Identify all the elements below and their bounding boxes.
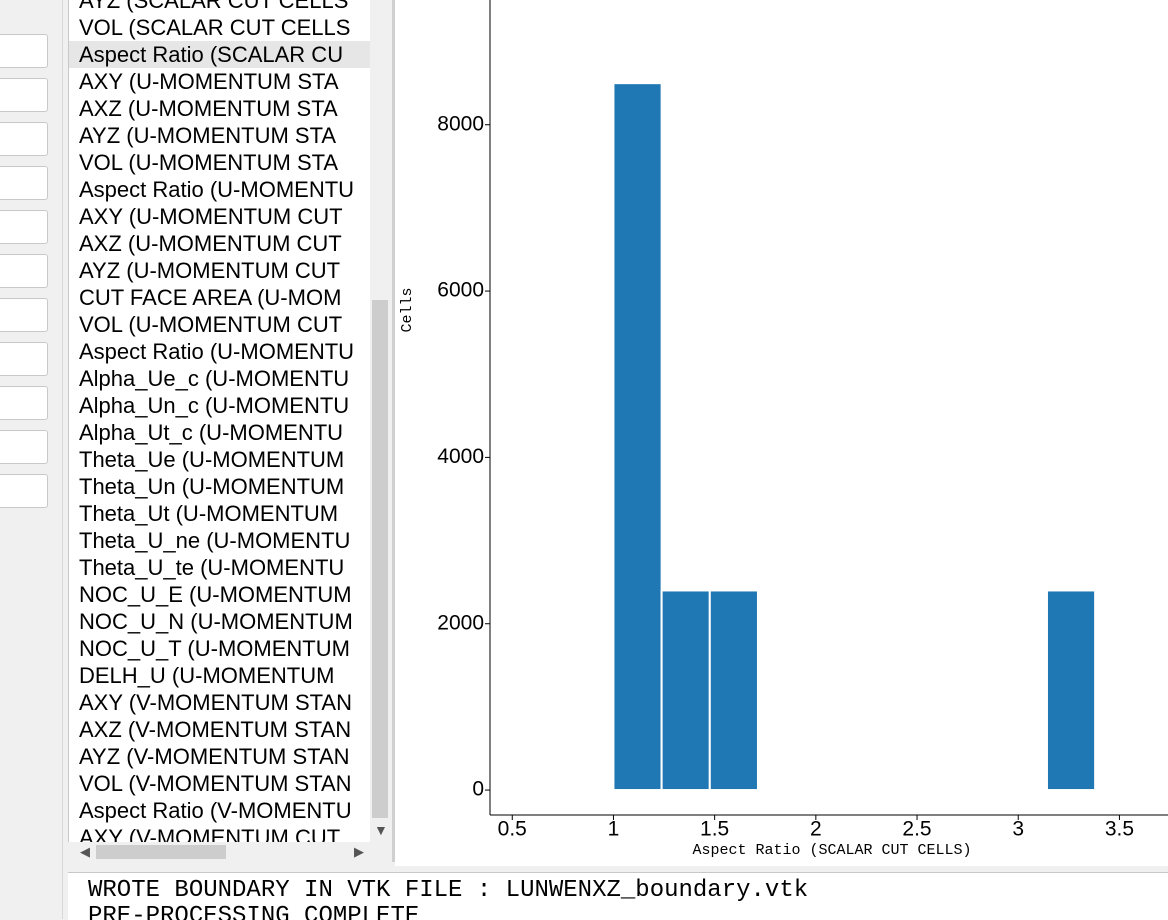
chart-background xyxy=(395,0,1168,866)
list-item[interactable]: VOL (V-MOMENTUM STAN xyxy=(79,771,352,796)
list-item[interactable]: Theta_U_ne (U-MOMENTU xyxy=(79,528,351,553)
bar xyxy=(660,589,711,792)
splitter[interactable] xyxy=(392,0,395,862)
list-item[interactable]: AXY (U-MOMENTUM CUT xyxy=(79,204,343,229)
list-item[interactable]: Alpha_Un_c (U-MOMENTU xyxy=(79,393,350,418)
input-field[interactable] xyxy=(0,298,48,332)
list-item[interactable]: Aspect Ratio (U-MOMENTU xyxy=(79,339,355,364)
list-item[interactable]: VOL (SCALAR CUT CELLS xyxy=(79,15,351,40)
list-item[interactable]: Alpha_Ut_c (U-MOMENTU xyxy=(79,420,344,445)
scroll-left-arrow[interactable]: ◀ xyxy=(80,844,90,859)
input-field[interactable] xyxy=(0,166,48,200)
y-axis-label: Cells xyxy=(399,287,416,332)
histogram-chart: 0 2000 4000 6000 8000 0.5 1 1.5 2 2.5 3 3.5 Aspect R… xyxy=(395,0,1168,866)
bar xyxy=(612,82,663,792)
left-panel xyxy=(0,0,63,919)
input-field[interactable] xyxy=(0,430,48,464)
list-item[interactable]: AYZ (U-MOMENTUM CUT xyxy=(79,258,341,283)
y-tick-label: 4000 xyxy=(437,445,484,468)
list-item[interactable]: AXY (V-MOMENTUM STAN xyxy=(79,690,352,715)
y-tick-label: 6000 xyxy=(437,279,484,302)
scroll-thumb[interactable] xyxy=(96,845,226,859)
input-field[interactable] xyxy=(0,254,48,288)
list-item[interactable]: AYZ (U-MOMENTUM STA xyxy=(79,123,337,148)
x-tick-label: 3.5 xyxy=(1105,818,1134,841)
list-item[interactable]: Theta_Ut (U-MOMENTUM xyxy=(79,501,339,526)
input-field[interactable] xyxy=(0,34,48,68)
scroll-down-arrow[interactable]: ▼ xyxy=(374,822,388,838)
bar xyxy=(708,589,759,792)
list-item[interactable]: NOC_U_N (U-MOMENTUM xyxy=(79,609,353,634)
list-item[interactable]: NOC_U_T (U-MOMENTUM xyxy=(79,636,350,661)
x-tick-label: 3 xyxy=(1012,818,1024,841)
x-tick-label: 2 xyxy=(810,818,822,841)
bar xyxy=(1045,589,1097,792)
list-item[interactable]: AXY (U-MOMENTUM STA xyxy=(79,69,339,94)
list-item[interactable]: VOL (U-MOMENTUM CUT xyxy=(79,312,343,337)
input-field[interactable] xyxy=(0,474,48,508)
list-item[interactable]: AYZ (SCALAR CUT CELLS xyxy=(79,0,349,13)
input-field[interactable] xyxy=(0,122,48,156)
console-line: WROTE BOUNDARY IN VTK FILE : LUNWENXZ_bo… xyxy=(88,877,809,904)
x-tick-label: 1.5 xyxy=(700,818,729,841)
list-item[interactable]: VOL (U-MOMENTUM STA xyxy=(79,150,339,175)
list-item[interactable]: Theta_U_te (U-MOMENTU xyxy=(79,555,345,580)
x-axis-label: Aspect Ratio (SCALAR CUT CELLS) xyxy=(692,842,971,859)
x-tick-label: 0.5 xyxy=(498,818,527,841)
variable-list: AYZ (SCALAR CUT CELLS VOL (SCALAR CUT CEL… xyxy=(68,0,371,842)
list-item[interactable]: NOC_U_E (U-MOMENTUM xyxy=(79,582,352,607)
input-field[interactable] xyxy=(0,210,48,244)
x-tick-label: 2.5 xyxy=(902,818,931,841)
list-item[interactable]: DELH_U (U-MOMENTUM xyxy=(79,663,335,688)
list-item[interactable]: AXZ (U-MOMENTUM CUT xyxy=(79,231,342,256)
scroll-right-arrow[interactable]: ▶ xyxy=(354,844,364,859)
list-item[interactable]: AYZ (V-MOMENTUM STAN xyxy=(79,744,350,769)
input-field[interactable] xyxy=(0,342,48,376)
x-tick-label: 1 xyxy=(608,818,620,841)
list-item[interactable]: Theta_Un (U-MOMENTUM xyxy=(79,474,345,499)
input-field[interactable] xyxy=(0,78,48,112)
list-item[interactable]: AXZ (U-MOMENTUM STA xyxy=(79,96,338,121)
y-tick-label: 8000 xyxy=(437,112,484,135)
list-item[interactable]: AXZ (V-MOMENTUM STAN xyxy=(79,717,352,742)
list-item[interactable]: Theta_Ue (U-MOMENTUM xyxy=(79,447,345,472)
y-tick-label: 2000 xyxy=(437,611,484,634)
list-item[interactable]: Alpha_Ue_c (U-MOMENTU xyxy=(79,366,350,391)
console-output: WROTE BOUNDARY IN VTK FILE : LUNWENXZ_bo… xyxy=(68,872,1168,920)
list-item[interactable]: AXY (V-MOMENTUM CUT xyxy=(79,825,341,842)
scroll-thumb[interactable] xyxy=(372,300,388,818)
list-item[interactable]: Aspect Ratio (SCALAR CU xyxy=(69,41,371,68)
input-field[interactable] xyxy=(0,386,48,420)
list-item[interactable]: Aspect Ratio (U-MOMENTU xyxy=(79,177,355,202)
y-tick-label: 0 xyxy=(472,778,484,801)
list-item[interactable]: Aspect Ratio (V-MOMENTU xyxy=(79,798,352,823)
console-line: PRE-PROCESSING COMPLETE xyxy=(88,903,420,920)
list-item[interactable]: CUT FACE AREA (U-MOM xyxy=(79,285,342,310)
